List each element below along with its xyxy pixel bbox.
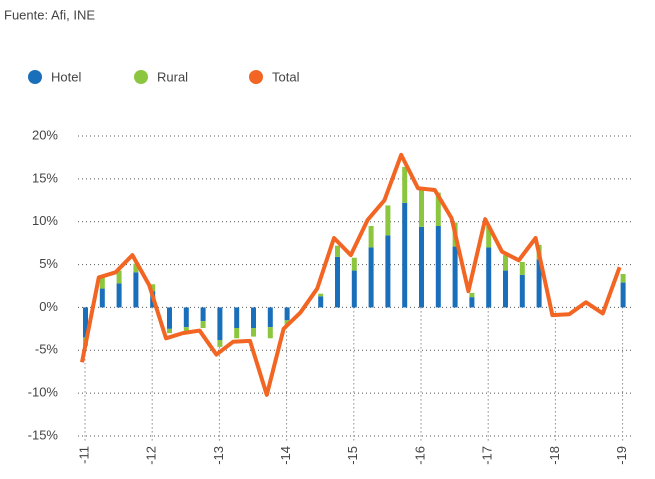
legend-swatch	[28, 70, 42, 84]
y-tick-label: -15%	[28, 427, 59, 442]
bar	[133, 263, 139, 273]
bar	[217, 307, 223, 340]
bar	[167, 328, 172, 334]
bar	[402, 202, 408, 308]
bar	[200, 307, 206, 322]
y-tick-label: -5%	[35, 342, 59, 357]
x-tick-label: -12	[144, 446, 159, 465]
bar	[251, 307, 256, 328]
x-tick-label: -11	[76, 446, 91, 464]
x-tick-label: -15	[345, 446, 360, 465]
bar	[267, 327, 273, 339]
bar	[620, 274, 626, 283]
bar	[519, 274, 525, 308]
bar	[99, 288, 105, 308]
y-tick-label: 0%	[39, 299, 58, 314]
legend-label: Total	[272, 69, 300, 84]
bar	[217, 340, 223, 347]
bar	[150, 284, 156, 292]
bar	[183, 327, 189, 332]
bar	[503, 255, 508, 271]
legend-label: Hotel	[51, 69, 81, 84]
bar	[351, 270, 357, 308]
line	[80, 152, 622, 397]
bar	[116, 283, 122, 308]
bar	[284, 320, 290, 325]
bar	[536, 259, 542, 308]
bar	[486, 226, 492, 248]
bar	[402, 166, 408, 203]
bar	[503, 270, 508, 308]
bar	[469, 292, 475, 298]
y-tick-label: 10%	[32, 213, 58, 228]
bar	[200, 321, 206, 328]
bar	[99, 277, 105, 289]
bar	[368, 226, 374, 248]
x-tick-label: -19	[614, 446, 629, 465]
bar	[368, 247, 374, 308]
bar	[318, 296, 324, 308]
bar	[385, 205, 391, 236]
bar	[116, 270, 122, 284]
source: Fuente: Afi, INE	[4, 7, 95, 22]
bar	[469, 297, 475, 308]
bar	[419, 226, 424, 308]
bar	[419, 188, 424, 227]
bar	[83, 307, 88, 338]
bar	[234, 307, 240, 328]
bar	[435, 226, 441, 308]
x-tick-label: -18	[547, 446, 562, 465]
bar	[167, 307, 172, 329]
y-tick-label: 15%	[32, 170, 58, 185]
bar	[335, 245, 340, 257]
legend-swatch	[134, 70, 148, 84]
bar	[435, 192, 441, 226]
y-tick-label: 20%	[32, 127, 58, 142]
bar	[284, 307, 290, 321]
bar	[133, 272, 139, 308]
bar	[318, 293, 324, 297]
bar	[234, 328, 240, 339]
bar	[385, 235, 391, 308]
y-tick-label: 5%	[39, 256, 58, 271]
bar	[452, 246, 458, 308]
x-tick-label: -16	[412, 446, 427, 465]
y-tick-label: -10%	[28, 385, 59, 400]
legend-label: Rural	[157, 69, 188, 84]
bar	[620, 282, 626, 308]
bar	[251, 328, 256, 337]
bar	[486, 247, 492, 308]
x-tick-label: -13	[211, 446, 226, 465]
legend-swatch	[249, 70, 263, 84]
x-tick-label: -17	[480, 446, 495, 465]
bar	[335, 256, 340, 308]
bar	[351, 257, 357, 271]
x-tick-label: -14	[278, 446, 293, 465]
bar	[519, 262, 525, 275]
bar	[267, 307, 273, 328]
bar	[183, 307, 189, 328]
